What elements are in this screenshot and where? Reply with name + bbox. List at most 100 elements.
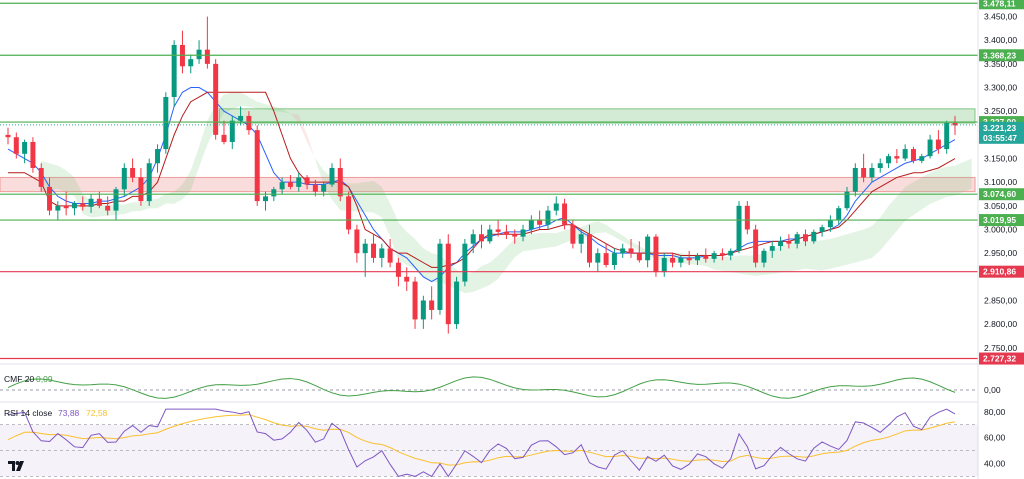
candle: [952, 115, 958, 135]
candle: [636, 241, 642, 263]
candle: [179, 30, 185, 74]
candle: [786, 234, 792, 249]
candle: [163, 92, 169, 154]
candle: [371, 234, 377, 263]
candle-body: [520, 229, 526, 237]
cmf-value: 0,09: [36, 374, 53, 384]
candle: [105, 196, 111, 216]
candle-body: [628, 248, 634, 254]
candle-body: [163, 97, 169, 150]
horizontal-zones: [0, 108, 976, 193]
cloud-segment: [157, 194, 166, 209]
candle-body: [196, 49, 202, 60]
rsi-pane: RSI 14 close 73,88 72,58 80,00 60,00 40,00: [0, 401, 1006, 478]
candle: [852, 163, 858, 197]
candle-body: [304, 177, 310, 185]
cloud-segment: [365, 181, 374, 213]
candle: [445, 234, 451, 334]
candle: [562, 198, 568, 230]
cloud-segment: [248, 97, 258, 109]
price-tick-label: 3.050,00: [984, 201, 1017, 211]
candle-body: [894, 156, 900, 159]
candle: [902, 144, 908, 161]
level-badge-label: 3.019,95: [983, 215, 1016, 225]
cloud-segment: [149, 198, 158, 209]
candle-body: [5, 134, 11, 138]
candle: [553, 196, 559, 216]
cloud-segment: [905, 182, 914, 221]
rsi-title: RSI 14 close: [4, 408, 52, 418]
candle-body: [287, 182, 293, 187]
candle: [802, 229, 808, 247]
candle-body: [719, 253, 725, 256]
cloud-segment: [863, 225, 872, 261]
candle-body: [686, 257, 692, 261]
candle: [113, 186, 119, 221]
candle: [678, 255, 684, 268]
cloud-segment: [190, 146, 200, 191]
candle-body: [711, 253, 717, 259]
candle-body: [944, 123, 950, 150]
candle-body: [802, 234, 808, 242]
cloud-segment: [307, 134, 316, 160]
candle-body: [670, 257, 676, 263]
candle: [512, 229, 518, 244]
price-tick-label: 3.150,00: [984, 154, 1017, 164]
candle-body: [545, 210, 551, 225]
candle: [38, 163, 44, 192]
cloud-segment: [871, 217, 881, 258]
zone: [218, 108, 976, 124]
candle-body: [620, 248, 626, 254]
cloud-segment: [805, 241, 814, 270]
cloud-segment: [631, 241, 640, 251]
cloud-segment: [539, 233, 548, 249]
price-tick-label: 3.400,00: [984, 35, 1017, 45]
candle: [454, 276, 460, 329]
candle-body: [362, 243, 368, 254]
cloud-segment: [57, 165, 67, 193]
level-badge: [979, 265, 1024, 278]
price-tick-label: 3.250,00: [984, 106, 1017, 116]
candle-body: [96, 198, 102, 206]
price-axis: 3.450,00 3.400,00 3.350,00 3.300,00 3.250,00…: [977, 0, 1017, 479]
tradingview-logo: [8, 461, 24, 471]
candle-body: [852, 167, 858, 192]
level-badge-label: 3.074,60: [983, 189, 1016, 199]
level-badge-label: 3.368,23: [983, 50, 1016, 60]
candle-body: [38, 167, 44, 187]
cloud-segment: [722, 256, 731, 273]
candle-body: [611, 253, 617, 265]
candle-body: [271, 189, 277, 197]
candle-body: [296, 177, 302, 187]
candle: [429, 286, 435, 320]
price-tick-label: 2.950,00: [984, 248, 1017, 258]
price-tick-label: 3.450,00: [984, 12, 1017, 22]
candle: [503, 224, 509, 239]
candle-body: [819, 227, 825, 232]
candle: [470, 229, 476, 254]
candle: [171, 40, 177, 107]
cloud-segment: [523, 234, 532, 252]
candle: [719, 248, 725, 261]
cloud-segment: [290, 113, 299, 124]
candle-body: [462, 243, 468, 282]
candle: [670, 253, 676, 268]
candle: [420, 295, 426, 329]
candle: [595, 248, 601, 273]
candle: [761, 248, 767, 268]
candle: [819, 224, 825, 237]
candle-body: [503, 231, 509, 235]
price-tick-label: 3.350,00: [984, 59, 1017, 69]
cloud-segment: [855, 229, 864, 263]
candle-body: [337, 167, 343, 197]
cloud-segment: [398, 222, 407, 265]
candle-body: [13, 137, 19, 154]
candle: [254, 125, 260, 206]
candle-body: [263, 196, 269, 202]
level-badge: [979, 188, 1024, 201]
cloud-segment: [888, 196, 897, 241]
candle-body: [844, 191, 850, 209]
candle: [753, 224, 759, 268]
candle: [196, 40, 202, 64]
